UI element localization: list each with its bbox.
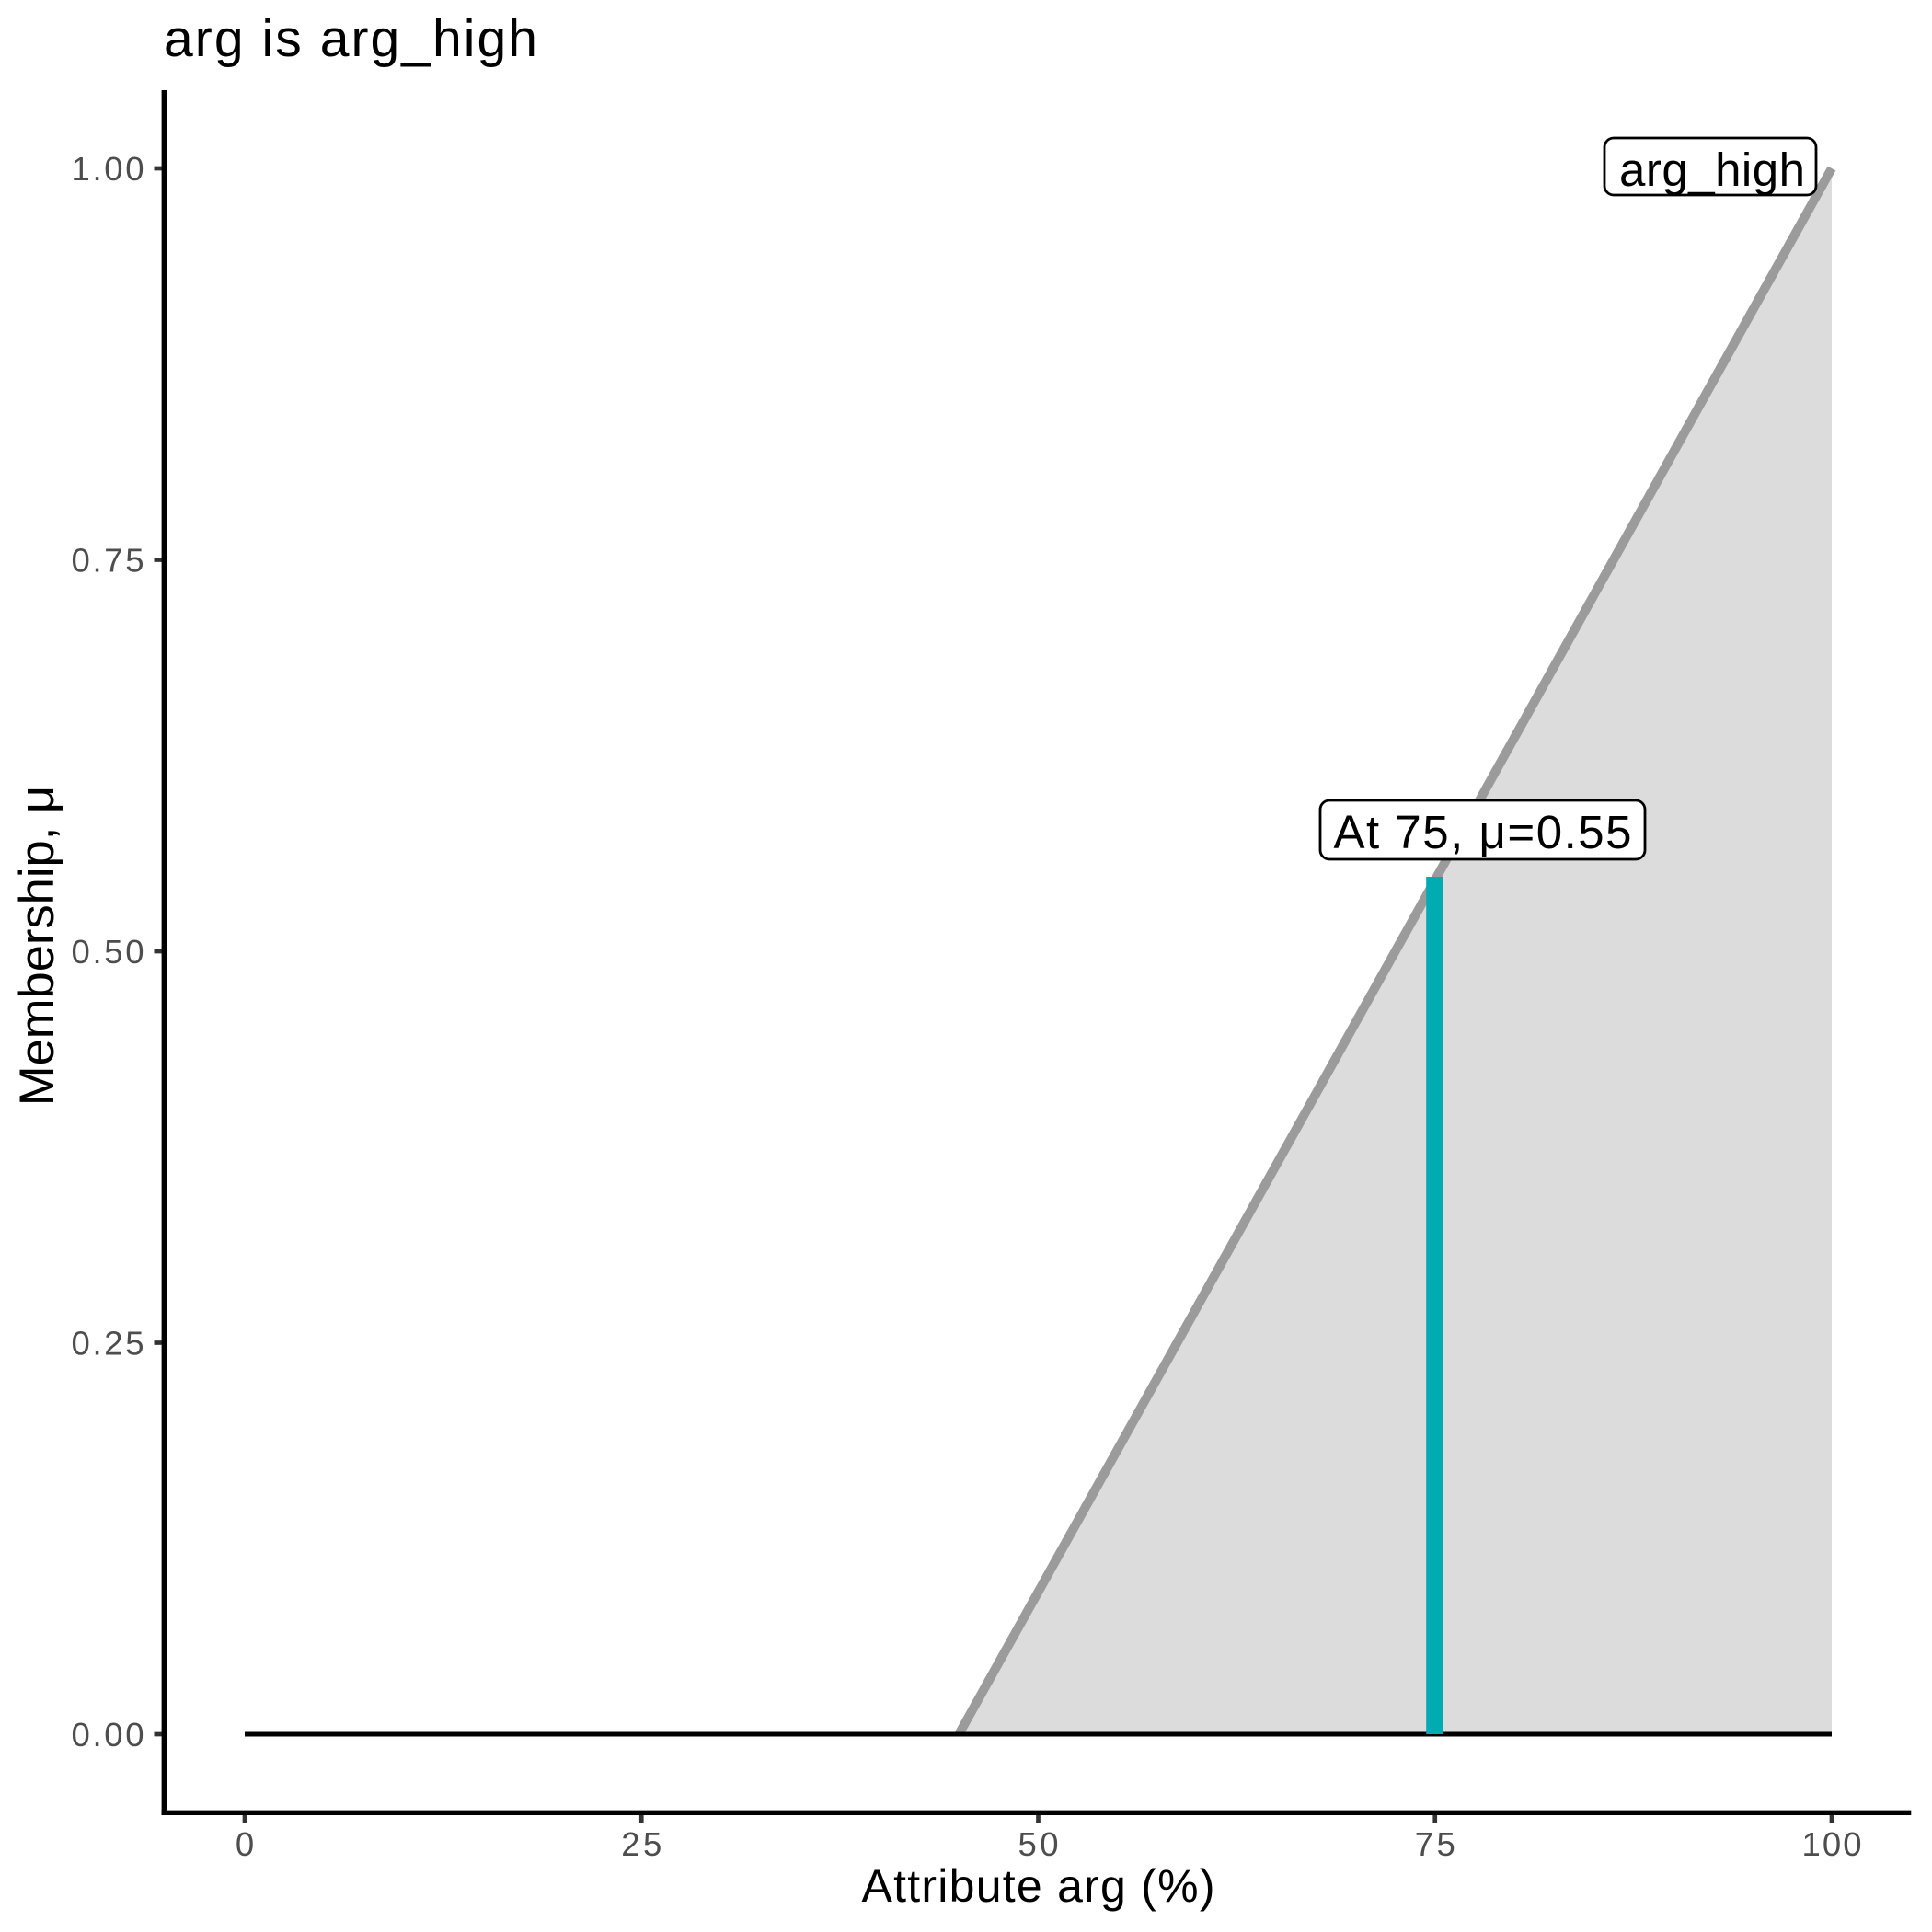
svg-text:arg_high: arg_high	[1619, 144, 1805, 196]
svg-text:100: 100	[1802, 1825, 1862, 1863]
svg-text:At 75, μ=0.55: At 75, μ=0.55	[1334, 806, 1632, 858]
svg-text:0.50: 0.50	[72, 933, 144, 971]
svg-text:0.00: 0.00	[72, 1716, 144, 1754]
svg-text:Membership, μ: Membership, μ	[10, 786, 64, 1106]
svg-text:Attribute arg (%): Attribute arg (%)	[862, 1860, 1215, 1912]
svg-text:0.25: 0.25	[72, 1325, 144, 1363]
svg-text:arg is arg_high: arg is arg_high	[164, 9, 537, 68]
svg-text:1.00: 1.00	[72, 150, 144, 188]
svg-text:0.75: 0.75	[72, 542, 144, 580]
svg-text:0: 0	[236, 1825, 254, 1863]
